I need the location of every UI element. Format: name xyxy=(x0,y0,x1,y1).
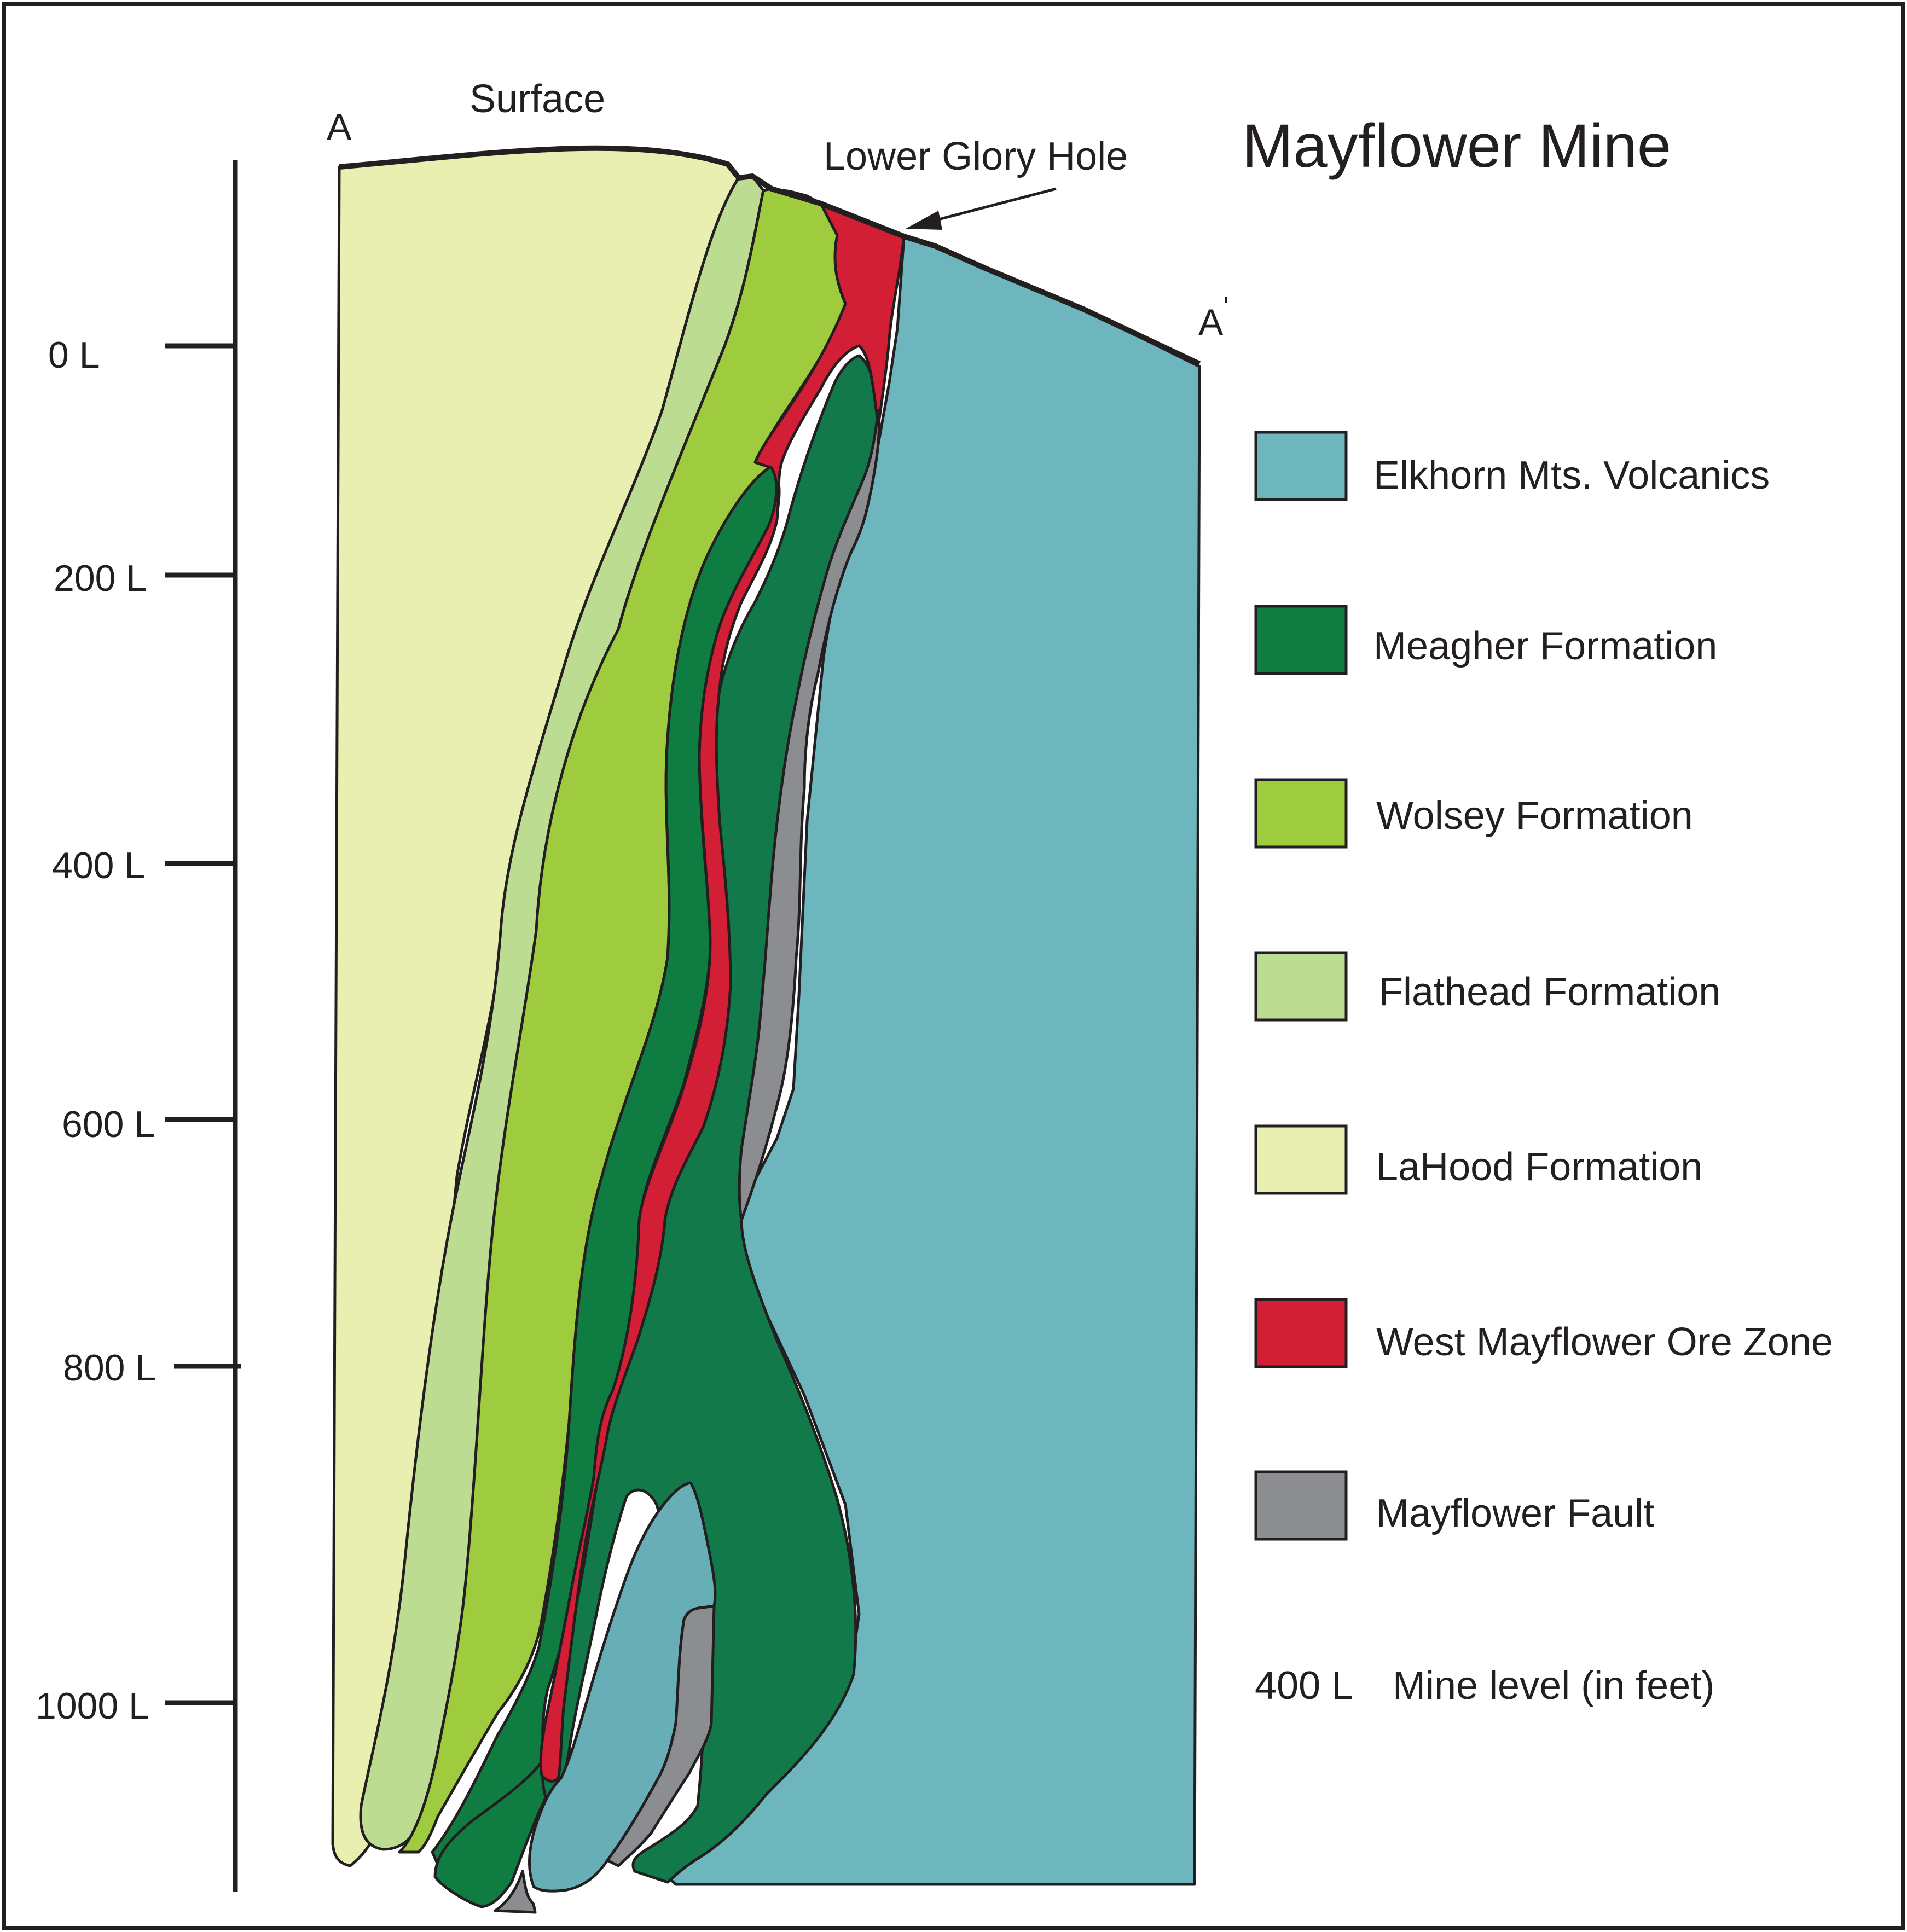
level-label-600: 600 L xyxy=(62,1104,155,1145)
surface-label: Surface xyxy=(469,77,605,121)
unit-mayflower-fault-upper xyxy=(738,409,880,1222)
unit-mayflower-fault-lower xyxy=(606,1604,716,1867)
surface-line xyxy=(339,145,1201,367)
legend-item-meagher-formation: Meagher Formation xyxy=(1254,605,1717,675)
legend-label-meagher-formation: Meagher Formation xyxy=(1373,624,1717,668)
legend-label-flathead-formation: Flathead Formation xyxy=(1379,970,1720,1014)
unit-mayflower-fault-base xyxy=(494,1870,537,1914)
level-label-0: 0 L xyxy=(48,334,100,376)
depth-scale: 0 L 200 L 400 L 600 L 800 L 1000 L xyxy=(36,160,241,1892)
level-label-1000: 1000 L xyxy=(36,1685,149,1727)
legend-label-wolsey-formation: Wolsey Formation xyxy=(1376,794,1693,838)
legend-level-description: Mine level (in feet) xyxy=(1393,1664,1714,1708)
legend-swatch-wolsey-formation xyxy=(1254,778,1348,849)
level-label-200: 200 L xyxy=(54,558,147,599)
legend-label-elkhorn-volcanics: Elkhorn Mts. Volcanics xyxy=(1373,454,1770,497)
legend-swatch-lahood-formation xyxy=(1254,1124,1348,1195)
legend-item-elkhorn-volcanics: Elkhorn Mts. Volcanics xyxy=(1254,431,1770,501)
annotations: A Surface Lower Glory Hole A' xyxy=(327,77,1228,343)
legend-swatch-ore-zone xyxy=(1254,1298,1348,1368)
legend-item-mayflower-fault: Mayflower Fault xyxy=(1254,1470,1654,1541)
level-label-400: 400 L xyxy=(52,845,145,886)
legend-swatch-elkhorn-volcanics xyxy=(1254,431,1348,501)
lower-glory-hole-label: Lower Glory Hole xyxy=(824,135,1128,178)
legend-level-sample: 400 L xyxy=(1255,1664,1353,1708)
cross-section-units xyxy=(331,145,1201,1914)
legend-label-ore-zone: West Mayflower Ore Zone xyxy=(1376,1320,1833,1364)
legend-item-mine-level: 400 L Mine level (in feet) xyxy=(1255,1664,1714,1708)
legend-swatch-meagher-formation xyxy=(1254,605,1348,675)
legend-item-ore-zone: West Mayflower Ore Zone xyxy=(1254,1298,1833,1368)
unit-west-mayflower-ore-zone xyxy=(539,202,906,1783)
legend-item-flathead-formation: Flathead Formation xyxy=(1254,951,1720,1022)
unit-meagher-formation-base xyxy=(433,1760,549,1908)
legend-swatch-flathead-formation xyxy=(1254,951,1348,1022)
section-end-prime: ' xyxy=(1223,291,1228,323)
lower-glory-hole-arrow xyxy=(906,187,1057,230)
legend-label-mayflower-fault: Mayflower Fault xyxy=(1376,1492,1654,1535)
figure-title: Mayflower Mine xyxy=(1242,112,1671,180)
legend-swatch-mayflower-fault xyxy=(1254,1470,1348,1541)
section-end-label: A' xyxy=(1198,291,1228,343)
legend: Elkhorn Mts. Volcanics Meagher Formation… xyxy=(1254,431,1833,1708)
legend-label-lahood-formation: LaHood Formation xyxy=(1376,1145,1702,1189)
section-start-label: A xyxy=(327,106,352,148)
level-label-800: 800 L xyxy=(63,1347,156,1389)
legend-item-lahood-formation: LaHood Formation xyxy=(1254,1124,1702,1195)
legend-item-wolsey-formation: Wolsey Formation xyxy=(1254,778,1693,849)
